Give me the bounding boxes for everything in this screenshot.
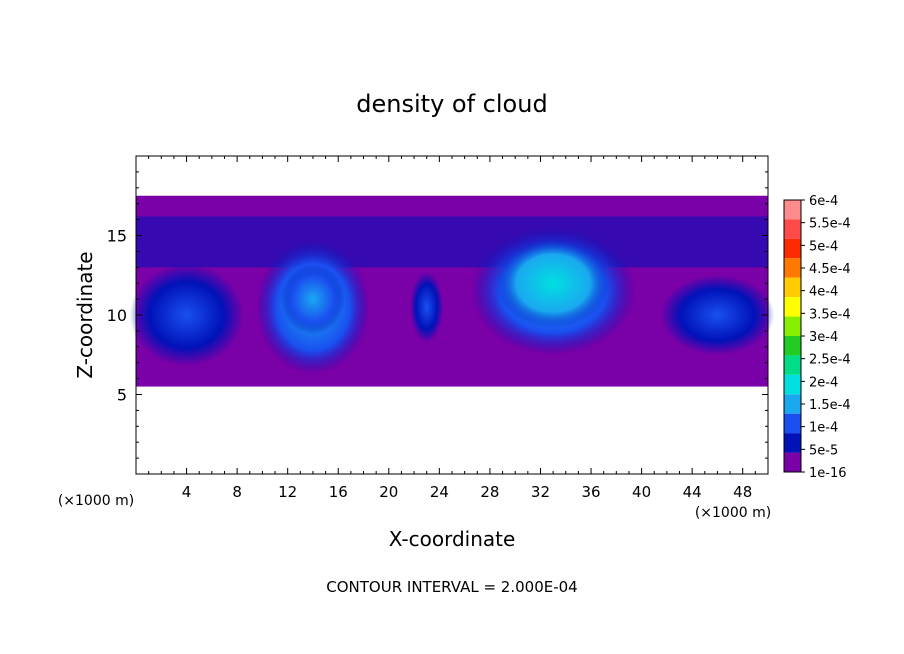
cloud-field — [129, 195, 775, 387]
colorbar-label: 1.5e-4 — [809, 398, 851, 413]
colorbar-swatch — [784, 336, 801, 356]
x-tick-label: 8 — [232, 483, 242, 501]
colorbar-label: 1e-16 — [809, 466, 847, 481]
colorbar-label: 4e-4 — [809, 285, 838, 300]
colorbar-label: 5e-4 — [809, 239, 838, 254]
colorbar-swatch — [784, 413, 801, 434]
x-tick-label: 12 — [278, 483, 297, 501]
x-tick-label: 48 — [733, 483, 752, 501]
colorbar-swatch — [784, 316, 801, 336]
cloud-cell — [496, 238, 610, 328]
x-unit-right: (×1000 m) — [695, 505, 771, 521]
colorbar-swatch — [784, 394, 801, 414]
colorbar-swatch — [784, 297, 801, 317]
colorbar-label: 6e-4 — [809, 194, 838, 209]
cloud-dark-band — [136, 216, 768, 268]
cloud-cell — [129, 264, 244, 366]
y-tick-label: 5 — [117, 386, 127, 405]
colorbar: 6e-4 5.5e-4 5e-4 4.5e-4 4e-4 3.5e-4 3e-4 2.5e-4… — [783, 194, 851, 481]
colorbar-swatch — [784, 258, 801, 278]
x-axis-label: X-coordinate — [389, 527, 516, 551]
colorbar-label: 4.5e-4 — [809, 262, 851, 277]
x-tick-label: 28 — [480, 483, 499, 501]
cloud-cell — [281, 264, 345, 335]
colorbar-label: 5e-5 — [809, 443, 838, 458]
colorbar-label: 3.5e-4 — [809, 307, 851, 322]
x-tick-label: 20 — [379, 483, 398, 501]
y-tick-label: 15 — [107, 227, 127, 246]
x-unit-left: (×1000 m) — [58, 493, 134, 509]
cloud-cell — [660, 275, 775, 355]
y-tick-label: 10 — [107, 306, 127, 325]
colorbar-label: 1e-4 — [809, 421, 838, 436]
x-tick-label: 16 — [329, 483, 348, 501]
colorbar-label: 3e-4 — [809, 330, 838, 345]
x-tick-label: 40 — [632, 483, 651, 501]
x-tick-label: 36 — [581, 483, 600, 501]
colorbar-swatch — [784, 200, 801, 220]
colorbar-label: 2.5e-4 — [809, 353, 851, 368]
colorbar-swatch — [784, 374, 801, 395]
colorbar-label: 2e-4 — [809, 375, 838, 390]
colorbar-swatch — [784, 355, 801, 375]
colorbar-swatch — [784, 433, 801, 453]
colorbar-swatch — [784, 452, 801, 472]
colorbar-swatch — [784, 277, 801, 298]
x-tick-label: 24 — [430, 483, 449, 501]
chart-title: density of cloud — [356, 90, 547, 118]
x-tick-label: 44 — [683, 483, 702, 501]
colorbar-label: 5.5e-4 — [809, 217, 851, 232]
colorbar-swatch — [784, 238, 801, 259]
x-tick-label: 4 — [182, 483, 192, 501]
y-axis-label: Z-coordinate — [73, 251, 97, 378]
colorbar-swatch — [784, 219, 801, 239]
contour-interval-note: CONTOUR INTERVAL = 2.000E-04 — [326, 578, 577, 596]
x-tick-label: 32 — [531, 483, 550, 501]
cloud-cell — [410, 272, 444, 343]
